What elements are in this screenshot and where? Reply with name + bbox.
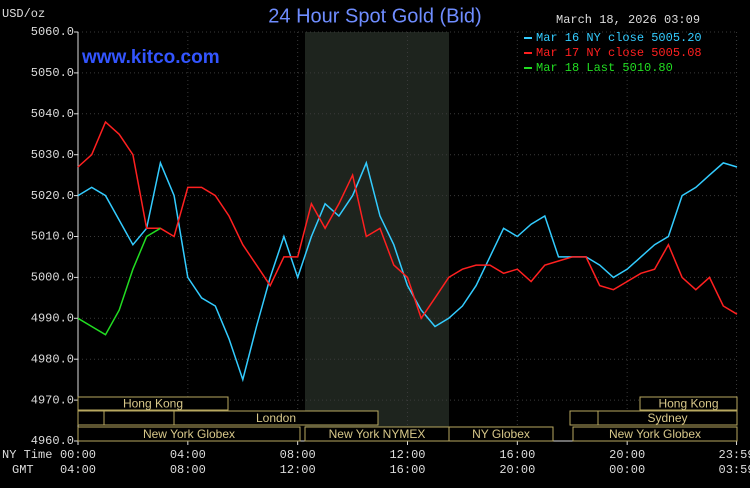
x-tick-label: 16:00: [499, 448, 535, 462]
y-tick-label: 5050.0: [31, 66, 74, 80]
legend-label: Mar 18 Last 5010.80: [536, 61, 673, 75]
gmt-tick-label: 20:00: [499, 463, 535, 477]
session-label: NY Globex: [472, 427, 530, 441]
session-box: [77, 410, 105, 426]
session-label: Hong Kong: [123, 397, 183, 411]
legend-label: Mar 16 NY close 5005.20: [536, 31, 702, 45]
session-label: Sydney: [647, 411, 687, 425]
x-tick-label: 23:59: [719, 448, 750, 462]
session-label: London: [256, 411, 296, 425]
unit-label: USD/oz: [2, 7, 45, 21]
row-label: GMT: [12, 463, 34, 477]
session-box: [103, 410, 175, 426]
session-box: [448, 426, 554, 442]
y-tick-label: 5040.0: [31, 107, 74, 121]
session-box: [173, 410, 379, 426]
session-box: [77, 396, 229, 411]
row-label: NY Time: [2, 448, 52, 462]
y-tick-label: 4990.0: [31, 311, 74, 325]
y-tick-label: 5030.0: [31, 148, 74, 162]
timestamp: March 18, 2026 03:09: [556, 13, 700, 27]
x-tick-label: 00:00: [60, 448, 96, 462]
gmt-tick-label: 03:59: [719, 463, 750, 477]
gmt-tick-label: 12:00: [280, 463, 316, 477]
session-label: New York NYMEX: [329, 427, 426, 441]
y-tick-label: 5010.0: [31, 230, 74, 244]
price-line: [77, 227, 161, 336]
y-tick-label: 4960.0: [31, 434, 74, 448]
x-tick-label: 04:00: [170, 448, 206, 462]
session-box: [572, 426, 738, 442]
x-tick-label: 20:00: [609, 448, 645, 462]
gmt-tick-label: 04:00: [60, 463, 96, 477]
price-line: [77, 120, 738, 320]
y-tick-label: 5060.0: [31, 25, 74, 39]
y-tick-label: 4970.0: [31, 393, 74, 407]
y-tick-label: 4980.0: [31, 352, 74, 366]
price-line: [77, 160, 738, 383]
session-box: [569, 410, 599, 426]
x-tick-label: 12:00: [389, 448, 425, 462]
session-label: New York Globex: [609, 427, 701, 441]
y-tick-label: 5020.0: [31, 189, 74, 203]
chart-title: 24 Hour Spot Gold (Bid): [268, 5, 481, 27]
nymex-shade: [305, 32, 449, 441]
session-box: [597, 410, 738, 426]
site-label: www.kitco.com: [81, 47, 220, 68]
session-box: [639, 396, 738, 411]
session-box: [77, 426, 301, 442]
gmt-tick-label: 16:00: [389, 463, 425, 477]
x-tick-label: 08:00: [280, 448, 316, 462]
y-tick-label: 5000.0: [31, 271, 74, 285]
gmt-tick-label: 08:00: [170, 463, 206, 477]
gmt-tick-label: 00:00: [609, 463, 645, 477]
session-label: New York Globex: [143, 427, 235, 441]
session-label: Hong Kong: [658, 397, 718, 411]
legend-label: Mar 17 NY close 5005.08: [536, 46, 702, 60]
